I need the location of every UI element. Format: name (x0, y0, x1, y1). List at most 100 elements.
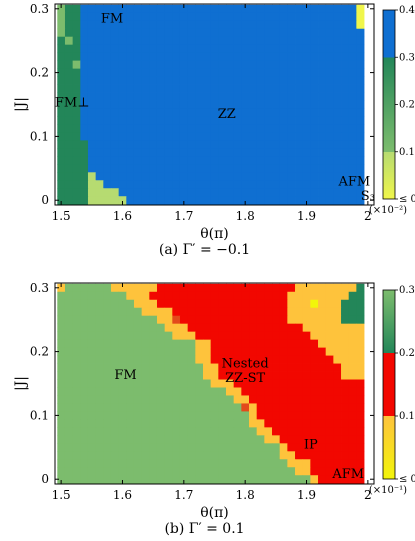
heatmap-cell (356, 108, 365, 117)
heatmap-cell (210, 459, 219, 468)
heatmap-cell (356, 475, 365, 484)
heatmap-cell (156, 291, 166, 301)
heatmap-cell (333, 291, 342, 301)
heatmap-cell (87, 92, 97, 101)
heatmap-cell (233, 395, 242, 404)
heatmap-cell (333, 339, 342, 349)
heatmap-cell (272, 443, 281, 452)
heatmap-cell (195, 451, 204, 460)
heatmap-cell (195, 283, 204, 293)
heatmap-cell (279, 323, 288, 333)
panel-caption: (a) Γ′ = −0.1 (159, 242, 250, 258)
heatmap-cell (295, 164, 304, 173)
heatmap-cell (318, 20, 327, 30)
heatmap-cell (287, 419, 296, 428)
heatmap-cell (310, 387, 319, 396)
heatmap-cell (103, 52, 112, 62)
heatmap-cell (72, 124, 81, 133)
heatmap-cell (72, 339, 81, 349)
heatmap-cell (141, 379, 150, 388)
heatmap-cell (87, 475, 97, 484)
heatmap-cell (264, 411, 273, 420)
heatmap-cell (241, 403, 250, 412)
heatmap-cell (95, 467, 104, 476)
heatmap-cell (126, 435, 135, 444)
heatmap-cell (295, 323, 304, 333)
heatmap-cell (133, 307, 143, 317)
heatmap-cell (72, 395, 81, 404)
heatmap-cell (103, 475, 112, 484)
heatmap-cell (226, 419, 235, 428)
heatmap-cell (348, 124, 357, 133)
heatmap-cell (203, 28, 212, 38)
heatmap-cell (325, 140, 334, 149)
heatmap-cell (156, 435, 166, 444)
heatmap-cell (279, 283, 288, 293)
heatmap-cell (264, 164, 273, 173)
heatmap-cell (110, 371, 120, 380)
heatmap-cell (118, 451, 127, 460)
heatmap-cell (195, 132, 204, 141)
heatmap-cell (118, 36, 127, 46)
heatmap-cell (218, 339, 227, 349)
heatmap-cell (172, 331, 181, 341)
heatmap-cell (72, 132, 81, 141)
heatmap-cell (279, 156, 288, 165)
heatmap-cell (333, 371, 342, 380)
heatmap-cell (218, 28, 227, 38)
heatmap-cell (264, 68, 273, 77)
heatmap-cell (218, 68, 227, 77)
heatmap-cell (141, 132, 150, 141)
heatmap-cell (179, 371, 189, 380)
heatmap-cell (302, 12, 311, 22)
colorbar-tick-label: 0.1 (399, 411, 415, 422)
heatmap-cell (256, 180, 265, 189)
heatmap-cell (156, 4, 166, 14)
heatmap-cell (156, 100, 166, 109)
heatmap-cell (126, 108, 135, 117)
heatmap-cell (103, 180, 112, 189)
heatmap-cell (233, 12, 242, 22)
heatmap-cell (149, 419, 158, 428)
heatmap-cell (302, 76, 311, 85)
heatmap-cell (179, 4, 189, 14)
heatmap-cell (172, 140, 181, 149)
heatmap-cell (348, 20, 357, 30)
heatmap-cell (64, 403, 74, 412)
heatmap-cell (256, 132, 265, 141)
heatmap-cell (210, 467, 219, 476)
heatmap-cell (210, 20, 219, 30)
heatmap-cell (164, 108, 173, 117)
heatmap-cell (241, 60, 250, 70)
heatmap-cell (210, 156, 219, 165)
heatmap-cell (172, 36, 181, 46)
heatmap-cell (57, 36, 66, 46)
heatmap-cell (218, 331, 227, 341)
heatmap-cell (87, 108, 97, 117)
heatmap-cell (187, 339, 196, 349)
heatmap-cell (141, 52, 150, 62)
heatmap-cell (318, 395, 327, 404)
heatmap-cell (341, 331, 350, 341)
heatmap-cell (218, 52, 227, 62)
heatmap-cell (141, 188, 150, 197)
heatmap-cell (203, 291, 212, 301)
x-tick-label: 2 (364, 209, 372, 223)
heatmap-cell (110, 339, 120, 349)
heatmap-cell (210, 323, 219, 333)
heatmap-cell (179, 435, 189, 444)
heatmap-cell (95, 84, 104, 93)
heatmap-cell (295, 36, 304, 46)
heatmap-cell (356, 100, 365, 109)
heatmap-cell (141, 92, 150, 101)
heatmap-cell (80, 291, 89, 301)
region-label: FM (101, 12, 123, 27)
heatmap-cell (310, 451, 319, 460)
heatmap-cell (256, 156, 265, 165)
heatmap-cell (341, 467, 350, 476)
heatmap-cell (241, 315, 250, 325)
heatmap-cell (233, 451, 242, 460)
heatmap-cell (287, 196, 296, 205)
heatmap-cell (226, 307, 235, 317)
heatmap-cell (295, 347, 304, 356)
